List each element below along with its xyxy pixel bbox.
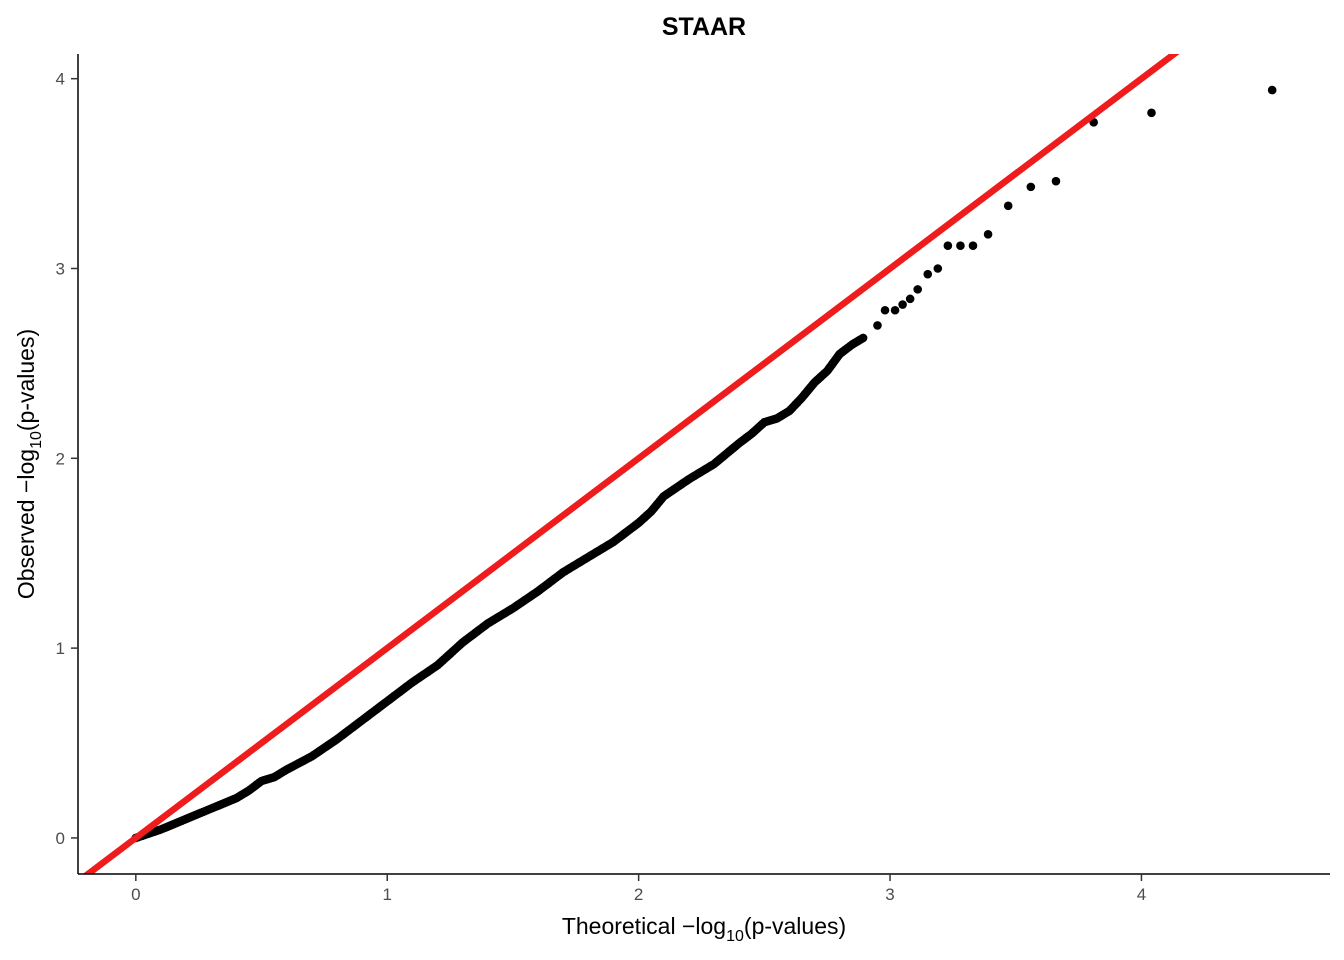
qq-point <box>880 305 890 315</box>
y-axis-ticks: 0 1 2 3 4 <box>56 70 78 848</box>
qq-point <box>898 300 907 309</box>
qq-point <box>933 264 943 273</box>
qq-point <box>1003 201 1013 211</box>
y-tick-label: 3 <box>56 259 65 278</box>
qq-point <box>1051 176 1061 186</box>
y-tick-label: 0 <box>56 829 65 848</box>
qq-point <box>1267 85 1277 95</box>
x-tick-label: 0 <box>131 885 140 904</box>
y-axis-label: Observed −log10(p-values) <box>13 329 45 599</box>
x-tick-label: 4 <box>1137 885 1146 904</box>
qq-point <box>956 241 965 251</box>
qq-point <box>905 294 915 304</box>
x-tick-label: 2 <box>634 885 643 904</box>
reference-line-layer <box>82 54 1180 874</box>
x-tick-label: 1 <box>382 885 391 904</box>
qq-point <box>1147 108 1156 118</box>
qq-point <box>873 321 882 330</box>
qq-point <box>858 333 868 343</box>
qq-point <box>1026 182 1036 192</box>
y-tick-label: 2 <box>56 449 65 468</box>
x-axis-ticks: 0 1 2 3 4 <box>131 874 1146 904</box>
qq-point <box>968 241 978 251</box>
y-tick-label: 1 <box>56 639 65 658</box>
x-axis-label: Theoretical −log10(p-values) <box>562 913 846 945</box>
points-layer <box>131 85 1277 843</box>
chart-title: STAAR <box>662 13 746 41</box>
qq-point <box>890 305 900 315</box>
reference-line <box>82 54 1180 874</box>
qq-point <box>923 269 933 279</box>
qq-point <box>983 230 993 239</box>
qq-point <box>913 285 922 294</box>
qq-point <box>943 241 953 251</box>
y-tick-label: 4 <box>56 70 65 89</box>
x-tick-label: 3 <box>885 885 894 904</box>
